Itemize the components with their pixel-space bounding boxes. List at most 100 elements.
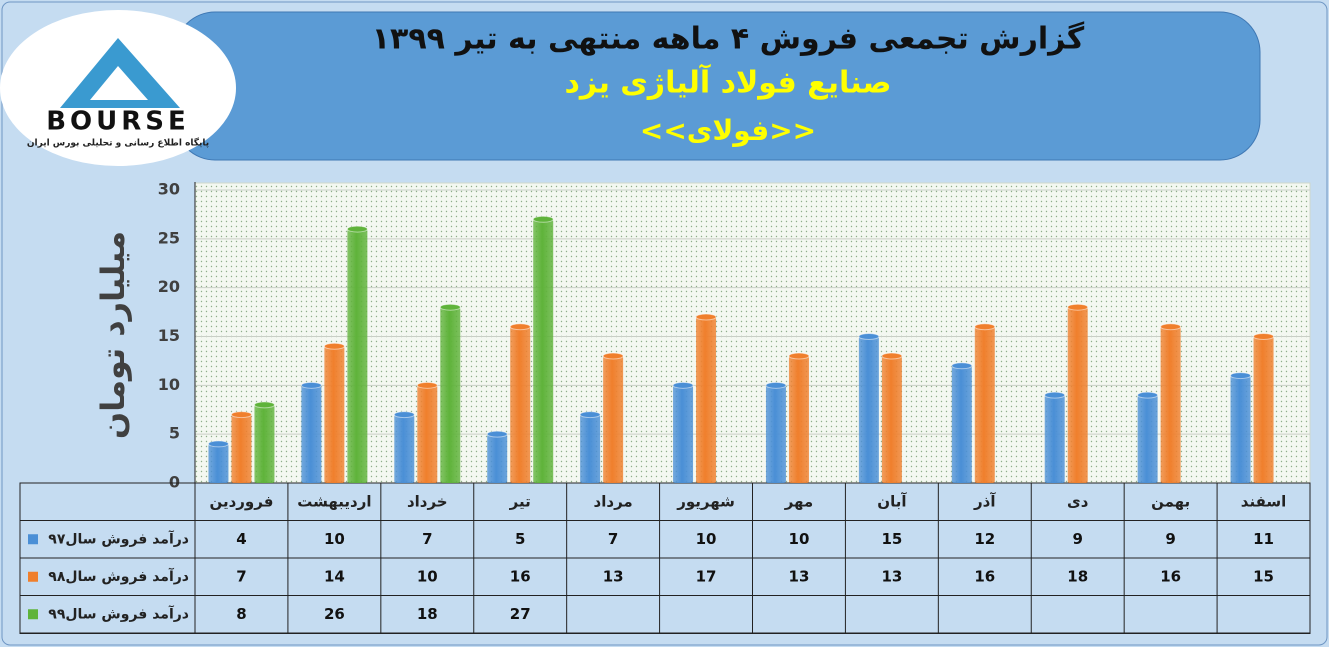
- bar-cap: [1137, 391, 1159, 399]
- bar: [347, 229, 368, 483]
- bar-cap: [1230, 372, 1252, 380]
- bar-cap: [788, 352, 810, 360]
- bar: [487, 434, 508, 483]
- bar-cap: [486, 430, 508, 438]
- y-tick-label: 0: [169, 473, 180, 492]
- table-value: 8: [236, 605, 246, 623]
- bar: [696, 316, 717, 483]
- table-value: 10: [696, 530, 717, 548]
- bar-cap: [323, 342, 345, 350]
- bar-cap: [300, 381, 322, 389]
- legend-swatch: [28, 534, 38, 545]
- bar-cap: [1067, 303, 1089, 311]
- bar: [231, 414, 252, 483]
- bar: [788, 356, 809, 483]
- table-value: 16: [974, 567, 995, 585]
- bar-cap: [579, 411, 601, 419]
- logo-icon: [60, 38, 180, 108]
- table-value: 13: [789, 567, 810, 585]
- table-value: 15: [1253, 567, 1274, 585]
- logo-tagline: پایگاه اطلاع رسانی و تحلیلی بورس ایران: [27, 137, 209, 149]
- bar-cap: [1253, 333, 1275, 340]
- bar-cap: [672, 381, 694, 389]
- legend-swatch: [28, 609, 38, 620]
- x-tick-label: آبان: [877, 492, 907, 510]
- table-value: 10: [417, 567, 438, 585]
- bar: [974, 326, 995, 483]
- x-tick-label: مهر: [784, 492, 814, 510]
- bar: [673, 385, 694, 483]
- bar-cap: [765, 381, 787, 389]
- bar: [440, 307, 461, 483]
- table-value: 7: [236, 567, 246, 585]
- y-tick-label: 10: [158, 375, 180, 394]
- bar: [580, 414, 601, 483]
- x-tick-label: مرداد: [594, 492, 633, 510]
- bar: [1067, 307, 1088, 483]
- x-tick-label: آذر: [973, 492, 996, 510]
- bar-cap: [253, 401, 275, 409]
- table-value: 10: [324, 530, 345, 548]
- table-value: 15: [881, 530, 902, 548]
- logo-bg: [0, 10, 236, 166]
- bar: [1137, 395, 1158, 483]
- table-value: 16: [510, 567, 531, 585]
- bar-cap: [1160, 323, 1182, 331]
- symbol: <<فولای>>: [640, 114, 816, 147]
- table-value: 7: [422, 530, 432, 548]
- table-value: 18: [417, 605, 438, 623]
- title: گزارش تجمعی فروش ۴ ماهه منتهی به تیر ۱۳۹…: [372, 21, 1085, 57]
- bar: [881, 356, 902, 483]
- table-value: 26: [324, 605, 345, 623]
- bar: [858, 336, 879, 483]
- bar-cap: [951, 362, 973, 370]
- bar: [324, 346, 345, 483]
- y-tick-label: 15: [158, 326, 180, 345]
- bar: [208, 443, 229, 483]
- table-value: 10: [789, 530, 810, 548]
- table-value: 27: [510, 605, 531, 623]
- bar: [301, 385, 322, 483]
- bar: [1044, 395, 1065, 483]
- bar-cap: [695, 313, 717, 321]
- bar-cap: [207, 440, 229, 448]
- y-tick-label: 5: [169, 424, 180, 443]
- bar-cap: [1044, 391, 1066, 399]
- bar-cap: [532, 215, 554, 223]
- table-value: 13: [881, 567, 902, 585]
- x-tick-label: شهریور: [676, 492, 735, 510]
- table-value: 13: [603, 567, 624, 585]
- bar-cap: [881, 352, 903, 360]
- bar-cap: [509, 323, 531, 331]
- table-value: 5: [515, 530, 525, 548]
- x-tick-label: خرداد: [407, 492, 448, 510]
- x-tick-label: فروردین: [209, 492, 273, 510]
- bar-cap: [602, 352, 624, 360]
- legend-label: درآمد فروش سال۹۹: [48, 604, 189, 622]
- bar: [603, 356, 624, 483]
- bar: [394, 414, 415, 483]
- bar: [765, 385, 786, 483]
- legend-label: درآمد فروش سال۹۸: [48, 567, 189, 585]
- table-value: 9: [1072, 530, 1082, 548]
- bar-cap: [346, 225, 368, 233]
- y-tick-label: 25: [158, 228, 180, 247]
- y-tick-label: 20: [158, 277, 180, 296]
- table-value: 18: [1067, 567, 1088, 585]
- bar: [533, 219, 554, 484]
- bar-cap: [393, 411, 415, 419]
- x-tick-label: اسفند: [1241, 492, 1286, 510]
- table-value: 11: [1253, 530, 1274, 548]
- bar: [510, 326, 531, 483]
- table-value: 9: [1165, 530, 1175, 548]
- table-value: 17: [696, 567, 717, 585]
- legend-swatch: [28, 571, 38, 582]
- bar: [1253, 336, 1274, 483]
- bar-cap: [416, 381, 438, 389]
- bar: [254, 404, 275, 483]
- bar-cap: [974, 323, 996, 331]
- bar-cap: [439, 303, 461, 311]
- bar: [951, 365, 972, 483]
- x-tick-label: بهمن: [1151, 492, 1190, 510]
